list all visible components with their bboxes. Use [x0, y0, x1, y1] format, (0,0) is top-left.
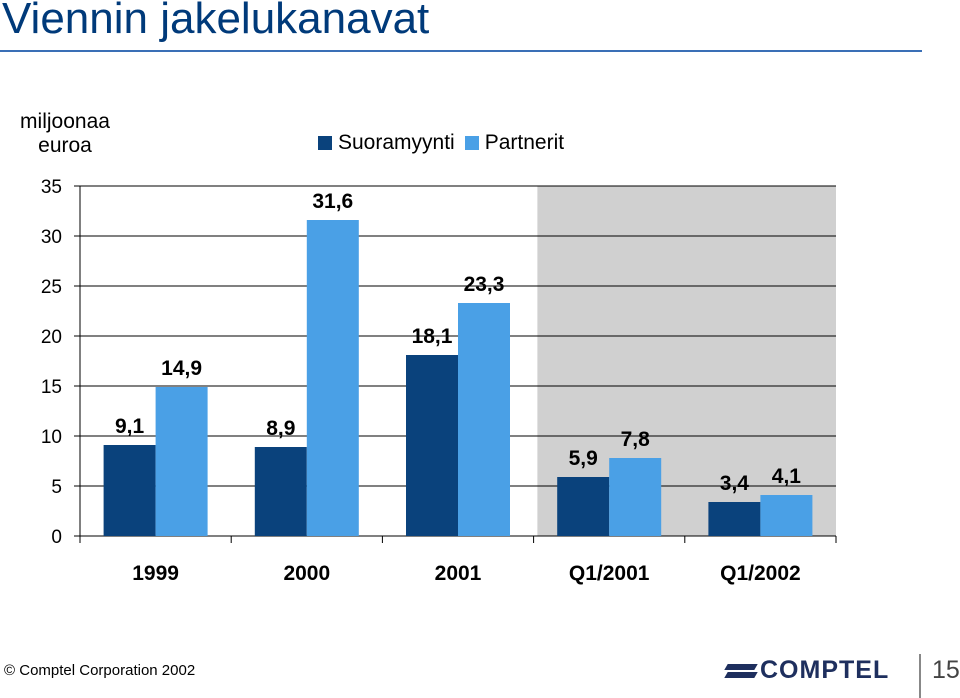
logo-mark-icon — [724, 660, 758, 682]
copyright-icon: © — [4, 662, 16, 679]
data-label: 7,8 — [621, 428, 651, 451]
logo-text: COMPTEL — [760, 656, 890, 684]
company-name: Comptel Corporation 2002 — [19, 662, 196, 679]
x-tick-label: 2000 — [283, 562, 330, 585]
data-label: 4,1 — [772, 465, 802, 488]
bar-suoramyynti-1999 — [103, 445, 156, 536]
bar-chart: 0 5 10 15 20 25 30 35 1999 2000 2001 Q1/2001 Q1/2002… — [41, 177, 837, 585]
data-label: 18,1 — [412, 325, 453, 348]
bar-partnerit-q1-2002 — [760, 495, 813, 536]
chart-legend: Suoramyynti Partnerit — [318, 131, 564, 155]
footer-divider — [919, 654, 921, 698]
y-tick-label: 5 — [51, 477, 62, 498]
y-tick-label: 0 — [51, 527, 62, 548]
bar-partnerit-q1-2001 — [609, 458, 662, 536]
page-title: Viennin jakelukanavat — [2, 0, 430, 43]
bar-partnerit-1999 — [155, 387, 208, 536]
data-label: 8,9 — [266, 417, 295, 440]
y-tick-label: 30 — [41, 227, 62, 248]
bar-suoramyynti-2000 — [254, 447, 307, 536]
x-tick-label: Q1/2002 — [720, 562, 801, 585]
x-tick-label: 2001 — [435, 562, 482, 585]
bar-partnerit-2000 — [306, 220, 359, 536]
title-divider — [0, 50, 922, 52]
x-tick-label: Q1/2001 — [569, 562, 650, 585]
data-label: 31,6 — [312, 190, 353, 213]
y-tick-label: 10 — [41, 427, 62, 448]
data-label: 9,1 — [115, 415, 145, 438]
bar-suoramyynti-2001 — [406, 355, 458, 536]
x-tick-label: 1999 — [132, 562, 179, 585]
y-tick-label: 15 — [41, 377, 62, 398]
data-label: 23,3 — [464, 273, 505, 296]
legend-item-suoramyynti: Suoramyynti — [318, 131, 455, 155]
legend-label-suoramyynti: Suoramyynti — [338, 131, 455, 154]
page-number: 15 — [932, 656, 960, 684]
legend-swatch-partnerit — [464, 136, 479, 150]
y-tick-label: 35 — [41, 177, 62, 198]
data-label: 3,4 — [720, 472, 750, 495]
bar-suoramyynti-q1-2001 — [557, 477, 610, 536]
data-label: 14,9 — [161, 357, 202, 380]
legend-swatch-suoramyynti — [318, 136, 332, 150]
bar-partnerit-2001 — [458, 303, 510, 536]
y-tick-label: 20 — [41, 327, 62, 348]
legend-label-partnerit: Partnerit — [484, 131, 565, 154]
footer-copyright: © Comptel Corporation 2002 — [4, 662, 195, 679]
y-axis-unit-label: miljoonaa euroa — [20, 110, 110, 157]
bar-suoramyynti-q1-2002 — [708, 502, 761, 536]
data-label: 5,9 — [569, 447, 598, 470]
y-tick-label: 25 — [41, 277, 62, 298]
legend-item-partnerit: Partnerit — [464, 131, 565, 155]
comptel-logo: COMPTEL — [724, 656, 890, 685]
